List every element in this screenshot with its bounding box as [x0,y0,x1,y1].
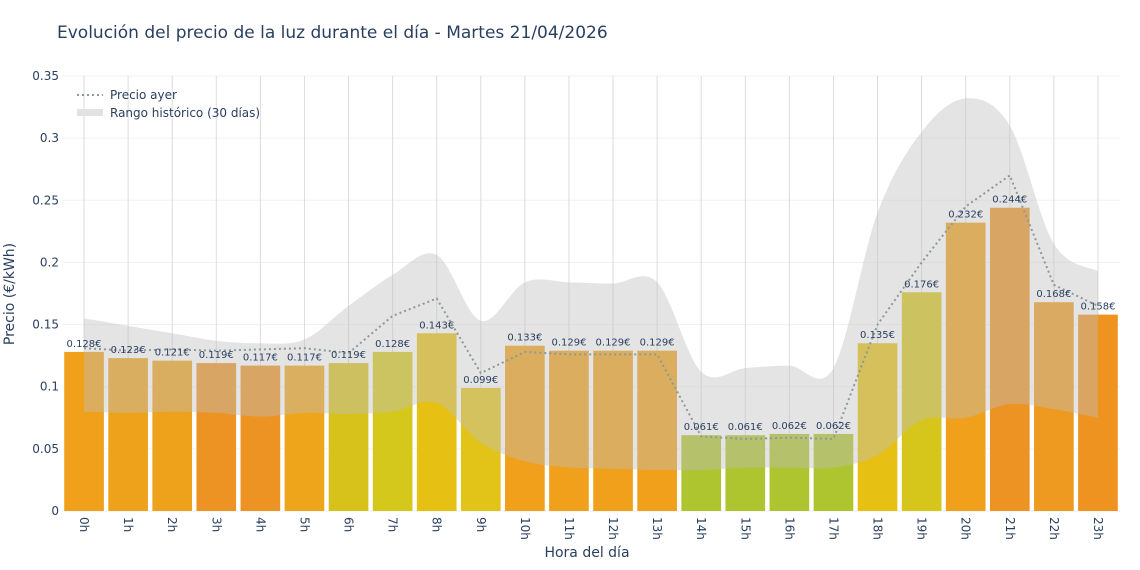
y-tick-label: 0.3 [40,131,59,145]
bar-value-label: 0.129€ [596,338,631,349]
x-axis-ticks: 0h 1h 2h 3h 4h 5h 6h 7h 8h 9h 10h 11h 12h 13h 14h 15h 16… [77,517,1105,540]
y-tick-label: 0 [51,504,59,518]
y-axis-ticks: 0 0.05 0.1 0.15 0.2 0.25 0.3 0.35 [32,69,59,518]
bar-value-label: 0.062€ [772,421,807,432]
bar-13h [637,350,677,511]
bars [64,207,1118,511]
y-tick-label: 0.2 [40,255,59,269]
x-tick-label: 20h [959,517,973,540]
y-tick-label: 0.15 [32,318,59,332]
y-tick-label: 0.35 [32,69,59,83]
legend-item-range[interactable]: Rango histórico (30 días) [110,106,260,120]
bar-value-label: 0.232€ [948,210,983,221]
bar-19h [901,292,942,511]
bar-11h [549,350,589,511]
bar-value-label: 0.128€ [67,339,102,350]
bar-value-label: 0.119€ [199,350,234,361]
bar-3h [196,363,237,511]
y-tick-label: 0.1 [40,380,59,394]
y-axis-title: Precio (€/kWh) [2,243,18,345]
x-tick-label: 13h [650,517,664,540]
x-tick-label: 23h [1091,517,1105,540]
yesterday-price-polyline [83,173,1099,440]
data-labels: 0.128€ 0.123€ 0.121€ 0.119€ 0.117€ 0.117€ 0.11… [67,195,1116,433]
x-tick-label: 3h [209,517,223,532]
x-tick-label: 10h [518,517,532,540]
bar-21h [989,207,1030,511]
bar-23h [1078,314,1118,511]
bar-value-label: 0.158€ [1080,302,1115,313]
historical-range-area [84,98,1098,471]
bar-14h [681,435,722,511]
bar-value-label: 0.061€ [684,422,719,433]
bar-value-label: 0.244€ [992,195,1027,206]
bar-value-label: 0.062€ [816,421,851,432]
y-tick-label: 0.25 [32,193,59,207]
x-tick-label: 16h [782,517,796,540]
bar-value-label: 0.061€ [728,422,763,433]
bar-value-label: 0.129€ [551,338,586,349]
x-tick-label: 22h [1047,517,1061,540]
bar-value-label: 0.168€ [1036,289,1071,300]
bar-5h [284,365,325,511]
bar-2h [152,360,193,511]
x-tick-label: 21h [1003,517,1017,540]
x-axis-title: Hora del día [544,545,629,561]
x-tick-label: 6h [342,517,356,532]
x-tick-label: 18h [871,517,885,540]
x-tick-label: 1h [121,517,135,532]
x-tick-label: 7h [386,517,400,532]
bar-12h [593,350,633,511]
bar-20h [945,222,986,511]
bar-8h [416,333,457,511]
bar-value-label: 0.143€ [419,320,454,331]
bar-7h [372,351,413,511]
bar-16h [769,433,810,511]
bar-1h [108,358,148,511]
x-tick-label: 0h [77,517,91,532]
bar-9h [460,387,501,511]
y-tick-label: 0.05 [32,442,59,456]
bar-value-label: 0.129€ [640,338,675,349]
bar-value-label: 0.099€ [463,375,498,386]
x-tick-label: 11h [562,517,576,540]
bar-15h [725,435,766,511]
bar-18h [857,343,898,511]
x-tick-label: 5h [297,517,311,532]
bar-22h [1034,302,1074,511]
bar-4h [240,365,281,511]
bar-value-label: 0.119€ [331,350,366,361]
x-tick-label: 14h [694,517,708,540]
bar-value-label: 0.117€ [243,353,278,364]
bar-0h [64,351,104,511]
x-tick-label: 8h [430,517,444,532]
chart-title: Evolución del precio de la luz durante e… [57,23,608,43]
bar-value-label: 0.117€ [287,353,322,364]
legend[interactable]: Precio ayer Rango histórico (30 días) [77,88,260,120]
legend-band-icon [77,109,103,116]
bar-value-label: 0.128€ [375,339,410,350]
bar-6h [328,363,369,511]
bar-value-label: 0.123€ [111,345,146,356]
yesterday-price-line [83,173,1099,440]
bar-value-label: 0.135€ [860,330,895,341]
x-tick-label: 12h [606,517,620,540]
x-tick-label: 17h [826,517,840,540]
bar-value-label: 0.133€ [507,333,542,344]
bar-value-label: 0.176€ [904,279,939,290]
bar-10h [505,345,545,511]
x-tick-label: 9h [474,517,488,532]
x-tick-label: 2h [165,517,179,532]
x-tick-label: 4h [253,517,267,532]
historical-range-band [84,98,1098,471]
bar-17h [813,433,854,511]
bar-value-label: 0.121€ [155,348,190,359]
legend-item-yesterday[interactable]: Precio ayer [110,88,177,102]
x-tick-label: 15h [738,517,752,540]
x-tick-label: 19h [915,517,929,540]
